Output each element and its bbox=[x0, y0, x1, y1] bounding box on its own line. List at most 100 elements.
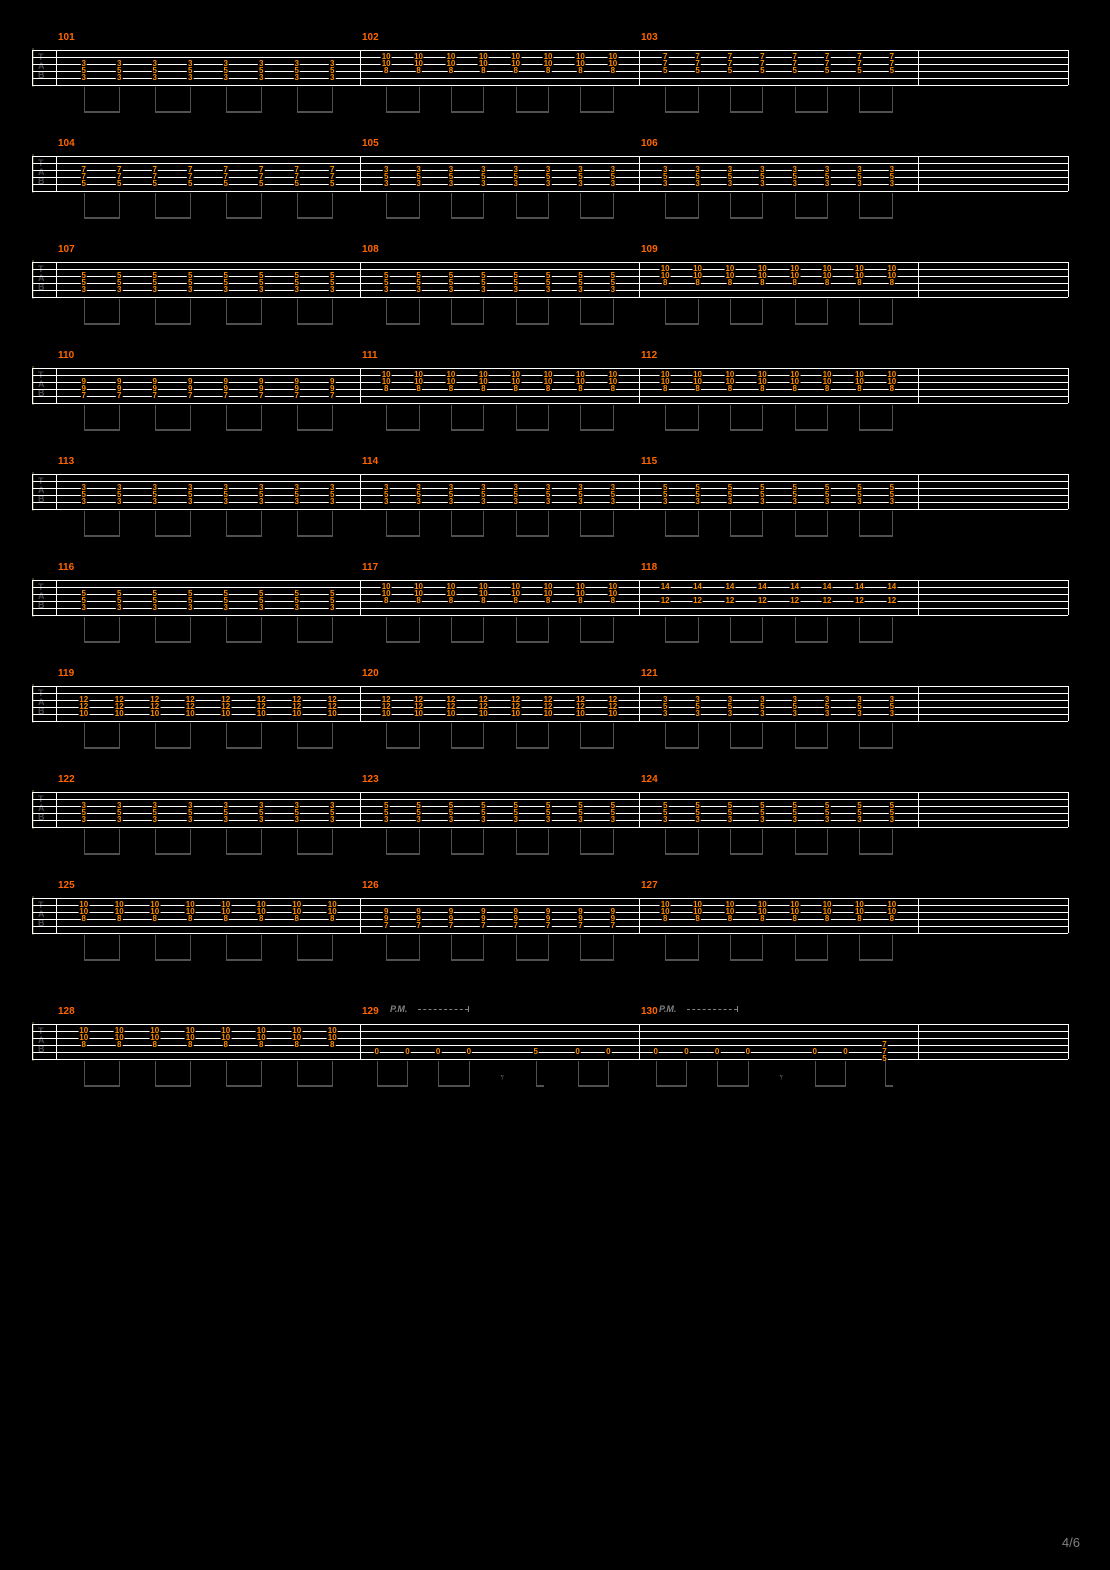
barline bbox=[32, 1024, 33, 1059]
rhythm-stem bbox=[730, 193, 731, 219]
fret-number: 3 bbox=[116, 816, 122, 824]
rhythm-stem bbox=[155, 405, 156, 431]
fret-number: 14 bbox=[886, 583, 897, 591]
fret-number: 5 bbox=[824, 67, 830, 75]
fret-number: 3 bbox=[258, 286, 264, 294]
rhythm-stem bbox=[580, 299, 581, 325]
barline bbox=[918, 792, 919, 827]
rhythm-beam bbox=[516, 323, 548, 325]
fret-number: 3 bbox=[662, 180, 668, 188]
palm-mute-end bbox=[737, 1006, 738, 1012]
rhythm-stem bbox=[665, 617, 666, 643]
barline bbox=[56, 474, 57, 509]
rhythm-beam bbox=[665, 429, 697, 431]
fret-number: 8 bbox=[856, 385, 862, 393]
measure-number: 126 bbox=[362, 880, 379, 891]
rhythm-stem bbox=[859, 193, 860, 219]
tab-system: TAB1191212101212101212101212101212101212… bbox=[32, 686, 1068, 786]
rhythm-stem bbox=[827, 617, 828, 643]
measure-number: 117 bbox=[362, 562, 378, 573]
rhythm-stem bbox=[730, 299, 731, 325]
barline bbox=[32, 686, 33, 721]
rhythm-beam bbox=[859, 959, 891, 961]
rhythm-stem bbox=[827, 511, 828, 537]
fret-number: 8 bbox=[694, 915, 700, 923]
rhythm-beam bbox=[859, 853, 891, 855]
fret-number: 8 bbox=[727, 385, 733, 393]
rhythm-stem bbox=[483, 299, 484, 325]
fret-number: 8 bbox=[152, 915, 158, 923]
rhythm-beam bbox=[155, 747, 191, 749]
fret-number: 3 bbox=[759, 498, 765, 506]
rhythm-stem bbox=[190, 193, 191, 219]
fret-number: 3 bbox=[448, 816, 454, 824]
rhythm-beam bbox=[578, 1085, 609, 1087]
rhythm-stem bbox=[297, 193, 298, 219]
barline-end bbox=[1068, 686, 1069, 721]
rhythm-beam bbox=[859, 217, 891, 219]
fret-number: 3 bbox=[258, 604, 264, 612]
barline bbox=[360, 580, 361, 615]
rhythm-stem bbox=[190, 299, 191, 325]
rhythm-beam bbox=[451, 111, 483, 113]
fret-number: 3 bbox=[759, 816, 765, 824]
barline bbox=[32, 156, 33, 191]
rhythm-beam bbox=[580, 429, 612, 431]
fret-number: 3 bbox=[116, 604, 122, 612]
fret-number: 3 bbox=[415, 498, 421, 506]
rhythm-beam bbox=[155, 853, 191, 855]
staff-line bbox=[32, 50, 1068, 51]
rhythm-stem bbox=[84, 1061, 85, 1087]
rhythm-stem bbox=[698, 299, 699, 325]
fret-number: 3 bbox=[727, 180, 733, 188]
rhythm-stem bbox=[698, 405, 699, 431]
rhythm-stem bbox=[795, 617, 796, 643]
fret-number: 10 bbox=[185, 710, 196, 718]
fret-number: 3 bbox=[694, 180, 700, 188]
measure-number: 123 bbox=[362, 774, 379, 785]
barline bbox=[32, 50, 33, 85]
barline bbox=[32, 792, 33, 827]
fret-number: 8 bbox=[694, 385, 700, 393]
fret-number: 3 bbox=[545, 816, 551, 824]
fret-number: 3 bbox=[791, 710, 797, 718]
rhythm-stem bbox=[613, 299, 614, 325]
fret-number: 3 bbox=[187, 604, 193, 612]
rhythm-stem bbox=[451, 617, 452, 643]
rhythm-stem bbox=[297, 617, 298, 643]
fret-number: 14 bbox=[822, 583, 833, 591]
rhythm-stem bbox=[762, 405, 763, 431]
rhythm-stem bbox=[190, 829, 191, 855]
rhythm-stem bbox=[419, 87, 420, 113]
fret-number: 3 bbox=[187, 498, 193, 506]
fret-number: 8 bbox=[512, 67, 518, 75]
rhythm-stem bbox=[386, 829, 387, 855]
fret-number: 8 bbox=[187, 915, 193, 923]
fret-number: 12 bbox=[822, 597, 833, 605]
rhythm-stem bbox=[859, 405, 860, 431]
staff-line bbox=[32, 615, 1068, 616]
rhythm-stem bbox=[261, 87, 262, 113]
fret-number: 3 bbox=[791, 180, 797, 188]
fret-number: 3 bbox=[116, 286, 122, 294]
rhythm-stem bbox=[548, 829, 549, 855]
fret-number: 5 bbox=[759, 67, 765, 75]
fret-number: 8 bbox=[448, 67, 454, 75]
barline bbox=[639, 792, 640, 827]
rest: 𝄾 bbox=[500, 1069, 504, 1086]
fret-number: 3 bbox=[116, 74, 122, 82]
rhythm-stem bbox=[386, 405, 387, 431]
rhythm-beam bbox=[226, 641, 262, 643]
measure-number: 122 bbox=[58, 774, 75, 785]
fret-number: 3 bbox=[727, 710, 733, 718]
rhythm-stem bbox=[119, 299, 120, 325]
barline-end bbox=[1068, 474, 1069, 509]
barline bbox=[918, 474, 919, 509]
fret-number: 3 bbox=[791, 498, 797, 506]
fret-number: 0 bbox=[745, 1048, 751, 1056]
rhythm-stem bbox=[859, 511, 860, 537]
fret-number: 3 bbox=[187, 74, 193, 82]
fret-number: 14 bbox=[757, 583, 768, 591]
staff-line bbox=[32, 721, 1068, 722]
fret-number: 8 bbox=[610, 597, 616, 605]
